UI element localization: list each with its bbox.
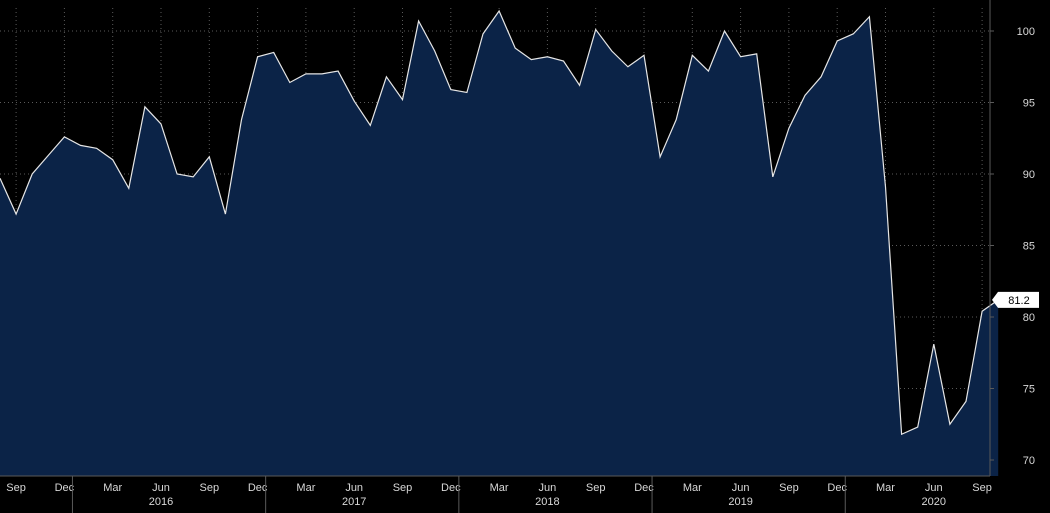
last-value-label: 81.2 [1008,295,1029,307]
x-tick-label: Sep [586,482,606,494]
year-label: 2017 [342,496,366,508]
x-tick-label: Mar [490,482,509,494]
x-tick-label: Dec [248,482,268,494]
x-tick-label: Mar [876,482,895,494]
x-tick-label: Sep [6,482,26,494]
y-tick-label: 75 [1023,384,1035,396]
x-tick-label: Jun [539,482,557,494]
area-fill [0,10,999,476]
x-tick-label: Jun [925,482,943,494]
x-tick-label: Jun [345,482,363,494]
x-tick-label: Jun [152,482,170,494]
y-tick-label: 70 [1023,455,1035,467]
year-label: 2016 [149,496,173,508]
x-tick-label: Mar [103,482,122,494]
series-line [0,9,999,436]
year-label: 2018 [535,496,559,508]
x-tick-label: Dec [827,482,847,494]
x-tick-label: Mar [683,482,702,494]
x-tick-label: Sep [200,482,220,494]
x-tick-label: Sep [779,482,799,494]
y-tick-label: 90 [1023,169,1035,181]
x-tick-label: Sep [972,482,992,494]
y-tick-label: 80 [1023,312,1035,324]
x-tick-label: Jun [732,482,750,494]
year-label: 2020 [922,496,946,508]
last-value-badge [992,291,1039,308]
y-tick-label: 100 [1017,26,1035,38]
x-tick-label: Mar [296,482,315,494]
x-tick-label: Dec [55,482,75,494]
y-tick-label: 95 [1023,98,1035,110]
x-tick-label: Dec [634,482,654,494]
year-label: 2019 [728,496,752,508]
plot-area [0,9,999,476]
y-tick-label: 85 [1023,241,1035,253]
x-tick-label: Sep [393,482,413,494]
x-tick-label: Dec [441,482,461,494]
